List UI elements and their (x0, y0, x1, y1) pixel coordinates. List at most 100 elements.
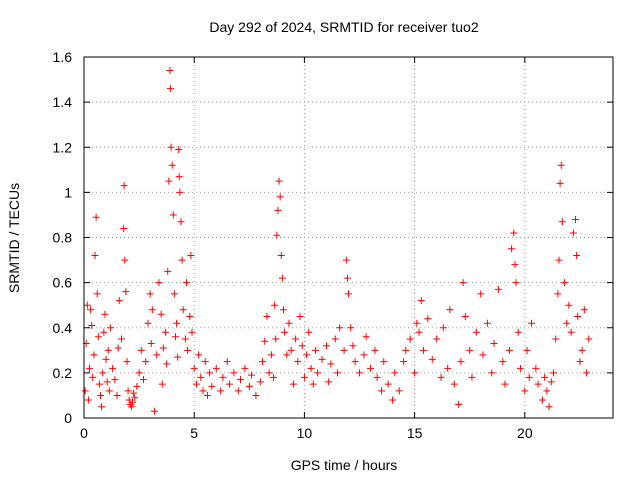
data-point (294, 358, 302, 366)
data-point (545, 403, 553, 411)
data-point (177, 218, 185, 226)
data-point (199, 387, 207, 395)
data-point (256, 378, 264, 386)
data-point (565, 301, 573, 309)
data-point (131, 394, 139, 402)
data-point (99, 369, 107, 377)
data-point (525, 373, 533, 381)
data-point (197, 373, 205, 381)
data-point (276, 193, 284, 201)
data-point (252, 391, 260, 399)
data-point (538, 396, 546, 404)
data-point (102, 355, 110, 363)
y-tick-label: 1 (64, 184, 72, 200)
data-point (97, 391, 105, 399)
data-point (120, 182, 128, 190)
data-point (128, 398, 136, 406)
x-tick-labels: 0 5 10 15 20 (80, 425, 533, 441)
y-tick-label: 0.2 (53, 365, 73, 381)
data-point (105, 387, 113, 395)
data-point (279, 306, 287, 314)
data-point (523, 346, 531, 354)
data-point (208, 382, 216, 390)
data-point (547, 378, 555, 386)
data-point (167, 143, 175, 151)
data-point (248, 371, 256, 379)
data-point (511, 261, 519, 269)
data-point (206, 369, 214, 377)
data-point (283, 351, 291, 359)
data-point (91, 252, 99, 260)
data-point (356, 369, 364, 377)
data-point (505, 346, 513, 354)
data-point (261, 337, 269, 345)
data-point (245, 382, 253, 390)
data-point (466, 346, 474, 354)
data-point (223, 358, 231, 366)
data-point (87, 306, 95, 314)
y-tick-label: 0.4 (53, 320, 73, 336)
data-point (521, 387, 529, 395)
data-point (190, 364, 198, 372)
data-point (203, 391, 211, 399)
data-point (113, 391, 121, 399)
data-point (219, 373, 227, 381)
data-point (439, 324, 447, 332)
data-point (413, 319, 421, 327)
data-point (298, 342, 306, 350)
data-point (554, 290, 562, 298)
data-point (201, 358, 209, 366)
data-point (234, 387, 242, 395)
data-point (162, 328, 170, 336)
data-point (457, 358, 465, 366)
data-point (155, 279, 163, 287)
data-point (563, 319, 571, 327)
data-point (455, 400, 463, 408)
data-point (88, 321, 96, 329)
data-point (121, 256, 129, 264)
y-axis-label: SRMTID / TECUs (6, 183, 22, 293)
data-point (236, 376, 244, 384)
data-point (468, 373, 476, 381)
data-point (135, 369, 143, 377)
data-point (101, 310, 109, 318)
data-point (558, 218, 566, 226)
data-point (459, 279, 467, 287)
data-point (181, 335, 189, 343)
data-point (86, 364, 94, 372)
data-point (325, 378, 333, 386)
data-point (419, 346, 427, 354)
data-point (142, 358, 150, 366)
data-point (380, 358, 388, 366)
data-point (184, 346, 192, 354)
data-point (195, 351, 203, 359)
data-point (574, 312, 582, 320)
data-point (289, 380, 297, 388)
data-point (133, 382, 141, 390)
data-point (417, 297, 425, 305)
data-point (163, 360, 171, 368)
y-tick-labels: 0 0.2 0.4 0.6 0.8 1 1.2 1.4 1.6 (53, 49, 73, 426)
data-point (117, 335, 125, 343)
data-point (499, 358, 507, 366)
y-tick-label: 0.6 (53, 275, 73, 291)
data-point (274, 206, 282, 214)
data-point (84, 396, 92, 404)
data-point (318, 355, 326, 363)
data-point (103, 378, 111, 386)
data-point (389, 396, 397, 404)
data-point (114, 344, 122, 352)
data-point (146, 290, 154, 298)
data-point (311, 346, 319, 354)
data-point (265, 369, 273, 377)
y-tick-label: 0 (64, 410, 72, 426)
data-point (472, 328, 480, 336)
data-point (164, 267, 172, 275)
data-point (123, 358, 131, 366)
data-point (362, 333, 370, 341)
data-point (333, 369, 341, 377)
data-point (144, 319, 152, 327)
y-tick-label: 1.4 (53, 94, 73, 110)
data-point (83, 301, 91, 309)
data-point (100, 328, 108, 336)
